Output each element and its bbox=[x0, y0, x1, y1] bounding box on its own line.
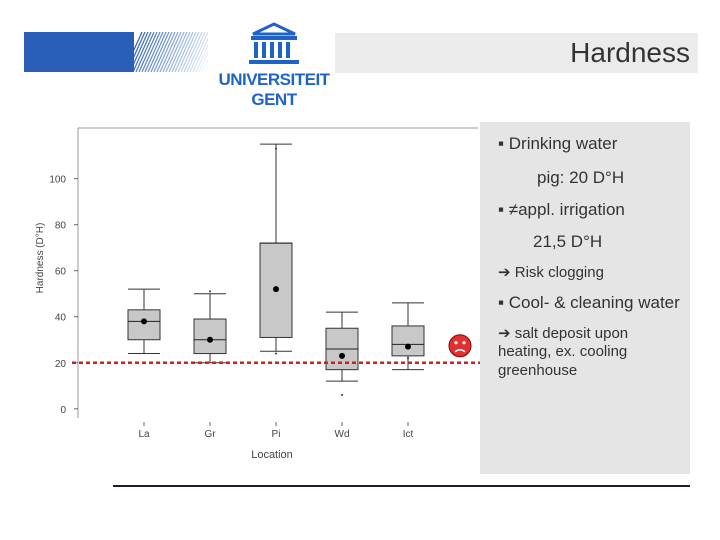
sad-face-eye-left bbox=[454, 341, 458, 345]
sad-face-mouth bbox=[454, 349, 466, 353]
outlier-Gr-0 bbox=[209, 290, 211, 293]
title-bar: Hardness bbox=[335, 33, 698, 73]
bullet-drinking-water-value: pig: 20 D°H bbox=[537, 168, 625, 187]
box-body-Ict bbox=[391, 325, 425, 357]
university-logo: UNIVERSITEIT GENT bbox=[215, 20, 333, 118]
sad-face-circle bbox=[448, 334, 472, 358]
logo-text-line2: GENT bbox=[251, 90, 297, 109]
box-Gr bbox=[193, 293, 227, 364]
x-tick-label-Ict: Ict bbox=[403, 429, 414, 440]
y-tick-label-40: 40 bbox=[55, 313, 67, 324]
sad-face-eye-right bbox=[462, 341, 466, 345]
y-tick-label-20: 20 bbox=[55, 359, 67, 370]
bullet-irrigation: ▪ ≠appl. irrigation bbox=[498, 200, 625, 219]
x-tick-label-Wd: Wd bbox=[335, 429, 350, 440]
box-Pi bbox=[259, 143, 293, 352]
header-stripes-graphic bbox=[24, 32, 208, 72]
arrow-salt-deposit-line2: heating, ex. cooling bbox=[498, 343, 628, 360]
building-icon bbox=[249, 22, 299, 64]
bullet-cool-cleaning: ▪ Cool- & cleaning water bbox=[498, 293, 680, 312]
x-tick-label-Pi: Pi bbox=[272, 429, 281, 440]
bullet-drinking-water: ▪ Drinking water bbox=[498, 134, 618, 153]
box-La bbox=[127, 288, 161, 355]
mean-point-Gr bbox=[207, 336, 213, 343]
y-tick-label-100: 100 bbox=[49, 175, 66, 186]
arrow-salt-deposit-line3: greenhouse bbox=[498, 362, 578, 379]
outlier-Ict-4 bbox=[407, 357, 409, 360]
outlier-Pi-2 bbox=[275, 352, 277, 355]
mean-point-Pi bbox=[273, 286, 279, 293]
outlier-Pi-1 bbox=[275, 147, 277, 150]
box-Wd bbox=[325, 311, 359, 382]
y-axis-label: Hardness (D°H) bbox=[35, 223, 46, 294]
y-tick-label-80: 80 bbox=[55, 221, 67, 232]
arrow-risk-clogging: ➔ Risk clogging bbox=[498, 264, 604, 281]
logo-text-line1: UNIVERSITEIT bbox=[218, 70, 330, 89]
bullet-irrigation-value: 21,5 D°H bbox=[533, 232, 603, 251]
box-body-Gr bbox=[193, 318, 227, 355]
x-tick-label-La: La bbox=[138, 429, 150, 440]
mean-point-Ict bbox=[405, 343, 411, 350]
mean-point-La bbox=[141, 318, 147, 325]
y-tick-label-60: 60 bbox=[55, 267, 67, 278]
slide-title: Hardness bbox=[570, 37, 690, 68]
x-axis-label: Location bbox=[251, 449, 293, 461]
outlier-Wd-3 bbox=[341, 393, 343, 396]
arrow-salt-deposit-line1: ➔ salt deposit upon bbox=[498, 325, 629, 342]
y-tick-label-0: 0 bbox=[60, 405, 66, 416]
bottom-divider bbox=[113, 485, 690, 487]
x-tick-label-Gr: Gr bbox=[204, 429, 216, 440]
bullet-panel: ▪ Drinking water pig: 20 D°H ▪ ≠appl. ir… bbox=[480, 122, 690, 474]
mean-point-Wd bbox=[339, 352, 345, 359]
box-body-La bbox=[127, 309, 161, 341]
sad-face-icon bbox=[448, 334, 472, 358]
box-Ict bbox=[391, 302, 425, 371]
